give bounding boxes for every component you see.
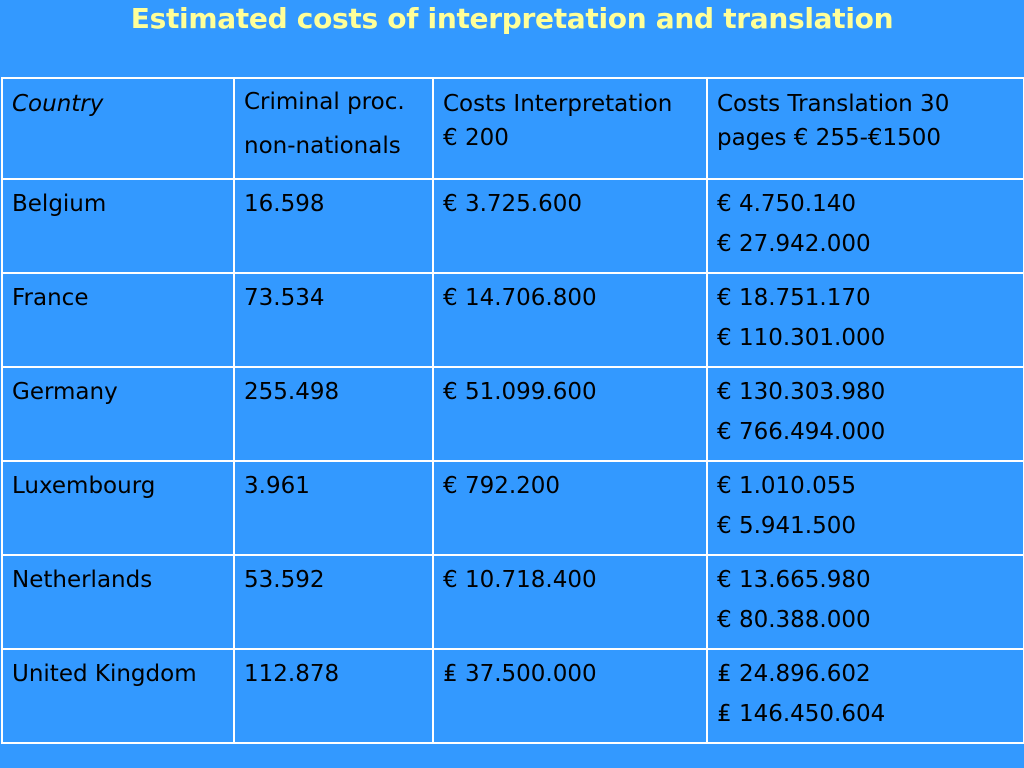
costs-table: Country Criminal proc. non-nationals Cos… (1, 77, 1024, 744)
translation-high: € 80.388.000 (717, 607, 871, 633)
cell-interpretation: € 3.725.600 (432, 178, 708, 274)
cell-country: United Kingdom (1, 648, 235, 744)
cell-country: France (1, 272, 235, 368)
header-translation: Costs Translation 30 pages € 255-€1500 (706, 77, 1024, 180)
cell-interpretation: ₤ 37.500.000 (432, 648, 708, 744)
translation-high: € 5.941.500 (717, 513, 856, 539)
cell-interpretation: € 10.718.400 (432, 554, 708, 650)
cell-translation: ₤ 24.896.602 ₤ 146.450.604 (706, 648, 1024, 744)
cell-country: Belgium (1, 178, 235, 274)
header-interpretation-line-2: € 200 (443, 125, 509, 151)
cell-translation: € 4.750.140 € 27.942.000 (706, 178, 1024, 274)
cell-interpretation: € 51.099.600 (432, 366, 708, 462)
translation-low: € 1.010.055 (717, 473, 856, 499)
cell-translation: € 18.751.170 € 110.301.000 (706, 272, 1024, 368)
translation-low: € 13.665.980 (717, 567, 871, 593)
translation-high: € 110.301.000 (717, 325, 886, 351)
header-criminal-line-1: Criminal proc. (244, 89, 405, 115)
table-row: Germany 255.498 € 51.099.600 € 130.303.9… (1, 366, 1024, 462)
translation-high: € 27.942.000 (717, 231, 871, 257)
cell-interpretation: € 792.200 (432, 460, 708, 556)
header-interpretation: Costs Interpretation € 200 (432, 77, 708, 180)
cell-translation: € 13.665.980 € 80.388.000 (706, 554, 1024, 650)
cell-translation: € 130.303.980 € 766.494.000 (706, 366, 1024, 462)
translation-high: € 766.494.000 (717, 419, 886, 445)
translation-low: € 130.303.980 (717, 379, 886, 405)
cell-translation: € 1.010.055 € 5.941.500 (706, 460, 1024, 556)
header-interpretation-line-1: Costs Interpretation (443, 91, 673, 117)
header-criminal-line-2: non-nationals (244, 133, 401, 159)
cell-interpretation: € 14.706.800 (432, 272, 708, 368)
cell-criminal: 53.592 (233, 554, 434, 650)
table-row: Belgium 16.598 € 3.725.600 € 4.750.140 €… (1, 178, 1024, 274)
cell-country: Luxembourg (1, 460, 235, 556)
table-row: Netherlands 53.592 € 10.718.400 € 13.665… (1, 554, 1024, 650)
table-row: France 73.534 € 14.706.800 € 18.751.170 … (1, 272, 1024, 368)
header-country: Country (1, 77, 235, 180)
table-row: Luxembourg 3.961 € 792.200 € 1.010.055 €… (1, 460, 1024, 556)
cell-country: Germany (1, 366, 235, 462)
table-header-row: Country Criminal proc. non-nationals Cos… (1, 77, 1024, 180)
translation-low: ₤ 24.896.602 (717, 661, 871, 687)
translation-high: ₤ 146.450.604 (717, 701, 886, 727)
slide-title: Estimated costs of interpretation and tr… (130, 2, 894, 35)
cell-criminal: 255.498 (233, 366, 434, 462)
header-translation-line-1: Costs Translation 30 (717, 91, 950, 117)
header-country-label: Country (12, 91, 104, 117)
header-translation-line-2: pages € 255-€1500 (717, 125, 942, 151)
translation-low: € 4.750.140 (717, 191, 856, 217)
cell-criminal: 112.878 (233, 648, 434, 744)
translation-low: € 18.751.170 (717, 285, 871, 311)
cell-criminal: 16.598 (233, 178, 434, 274)
header-criminal-proc: Criminal proc. non-nationals (233, 77, 434, 180)
table-row: United Kingdom 112.878 ₤ 37.500.000 ₤ 24… (1, 648, 1024, 744)
cell-country: Netherlands (1, 554, 235, 650)
cell-criminal: 3.961 (233, 460, 434, 556)
cell-criminal: 73.534 (233, 272, 434, 368)
